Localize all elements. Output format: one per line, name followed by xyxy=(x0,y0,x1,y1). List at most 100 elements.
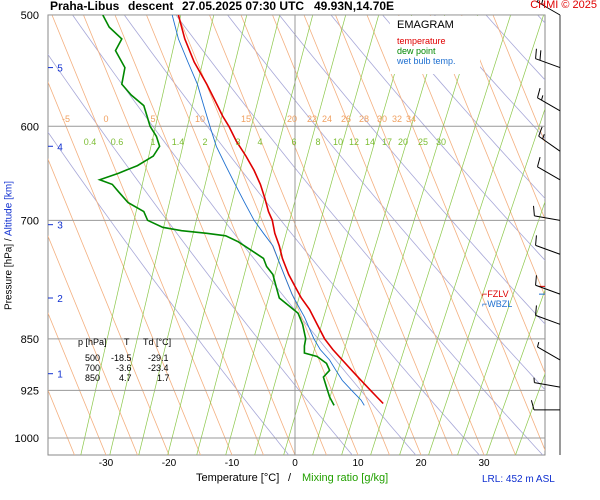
wind-barb-staff xyxy=(534,215,561,221)
wind-barb xyxy=(530,400,560,411)
wind-barb-flag xyxy=(535,305,537,316)
wbzl-label: ⌐WBZL xyxy=(482,299,513,309)
wind-barb-flag xyxy=(537,156,541,167)
mixing-ratio-line xyxy=(196,15,314,455)
table-header-td: Td [°C] xyxy=(143,337,172,347)
mixing-ratio-line xyxy=(399,15,544,455)
skewed-isotherm xyxy=(366,15,545,452)
legend-temperature: temperature xyxy=(397,36,446,46)
wind-barb xyxy=(538,126,561,152)
series-line-wet-bulb-temp xyxy=(171,15,365,406)
isotherm-label: 34 xyxy=(406,114,416,124)
skewed-isotherm xyxy=(335,15,516,455)
mixing-ratio-line xyxy=(80,15,182,455)
wind-barb-flag xyxy=(535,275,537,286)
table-cell: 850 xyxy=(85,373,101,383)
wind-barb xyxy=(535,305,561,325)
mixing-ratio-line xyxy=(428,107,545,455)
skewed-isotherm xyxy=(240,15,422,455)
x-tick-label: -20 xyxy=(162,458,177,469)
table-cell: -3.6 xyxy=(116,363,132,373)
wind-barb xyxy=(533,377,561,388)
copyright-text: CHMI © 2025 xyxy=(530,0,597,11)
table-cell: -29.1 xyxy=(148,353,169,363)
isotherm-label: 26 xyxy=(341,114,351,124)
wind-barb-flag xyxy=(535,235,537,246)
table-cell: 700 xyxy=(85,363,101,373)
pressure-tick-label: 700 xyxy=(21,215,39,227)
pressure-tick-label: 1000 xyxy=(15,433,39,445)
mixing-ratio-line xyxy=(341,15,478,455)
isotherm-label: 20 xyxy=(287,114,297,124)
wind-barb-flag xyxy=(541,0,544,5)
table-cell: 500 xyxy=(85,353,101,363)
altitude-axis-label: Altitude [km] xyxy=(3,181,15,237)
mixing-ratio-line xyxy=(486,289,545,455)
table-header-p: p [hPa] xyxy=(78,337,107,347)
dry-adiabat xyxy=(433,15,545,139)
altitude-tick-label: 3 xyxy=(57,221,63,232)
wind-barb xyxy=(537,0,561,16)
dry-adiabat xyxy=(278,15,545,325)
wind-barb xyxy=(533,205,561,221)
isotherm-label: 15 xyxy=(241,114,251,124)
dry-adiabat xyxy=(330,15,545,261)
x-tick-label: 30 xyxy=(478,458,490,469)
wind-barb xyxy=(537,342,561,361)
skewed-isotherm xyxy=(114,15,296,455)
isotherm-label: 32 xyxy=(392,114,402,124)
isotherm-label: 30 xyxy=(377,114,387,124)
skewed-isotherm xyxy=(461,15,545,221)
legend: EMAGRAM temperature dew point wet bulb t… xyxy=(390,16,480,74)
altitude-tick-label: 2 xyxy=(57,294,63,305)
plot-layer xyxy=(48,0,600,468)
isotherm-label: 24 xyxy=(322,114,332,124)
skewed-isotherm xyxy=(48,81,201,455)
series-line-dew-point xyxy=(97,15,335,406)
table-cell: 4.7 xyxy=(119,373,132,383)
mixing-ratio-line xyxy=(457,200,545,455)
isotherm-label: -5 xyxy=(62,114,70,124)
mixing-ratio-line xyxy=(225,15,347,455)
wind-barb-staff xyxy=(535,314,561,325)
sounding-datetime: 27.05.2025 07:30 UTC xyxy=(182,0,305,13)
wind-barb-flag xyxy=(537,342,540,348)
wind-barb-flag xyxy=(542,134,545,140)
dry-adiabat xyxy=(566,0,600,468)
mixing-ratio-label: 2 xyxy=(202,137,207,147)
isotherm-label: 0 xyxy=(103,114,108,124)
wind-barb xyxy=(535,275,561,295)
mixing-ratio-label: 14 xyxy=(365,137,375,147)
table-cell: -23.4 xyxy=(148,363,169,373)
skewed-isotherm xyxy=(492,15,545,144)
wind-barb-staff xyxy=(535,244,561,255)
skewed-isotherm xyxy=(398,15,545,375)
dry-adiabat xyxy=(48,53,353,455)
x-axis-separator: / xyxy=(288,472,292,484)
x-tick-label: -10 xyxy=(225,458,240,469)
legend-dew-point: dew point xyxy=(397,46,436,56)
mixing-ratio-line xyxy=(283,15,412,455)
altitude-tick-label: 5 xyxy=(57,64,63,75)
skewed-isotherm xyxy=(146,15,327,455)
sounding-location: 49.93N,14.70E xyxy=(314,0,395,13)
mixing-ratio-label: 30 xyxy=(436,137,446,147)
wind-barb-flag xyxy=(533,205,535,216)
x-tick-label: -30 xyxy=(99,458,114,469)
skewed-isotherm xyxy=(48,312,107,455)
dry-adiabat xyxy=(382,15,545,200)
mixing-ratio-line xyxy=(254,15,380,455)
lrl-label: LRL: 452 m ASL xyxy=(482,474,555,485)
mixing-ratio-label: 1.4 xyxy=(172,137,185,147)
mixing-ratio-label: 4 xyxy=(257,137,262,147)
dry-adiabat xyxy=(123,15,480,455)
wind-barb xyxy=(535,235,561,255)
wind-barb-staff xyxy=(537,166,561,181)
x-axis-label: Temperature [°C] xyxy=(196,472,280,484)
pressure-tick-label: 850 xyxy=(21,334,39,346)
isotherm-label: 10 xyxy=(195,114,205,124)
pressure-tick-label: 925 xyxy=(21,385,39,397)
dry-adiabat xyxy=(175,15,544,455)
skewed-isotherm xyxy=(83,15,264,455)
